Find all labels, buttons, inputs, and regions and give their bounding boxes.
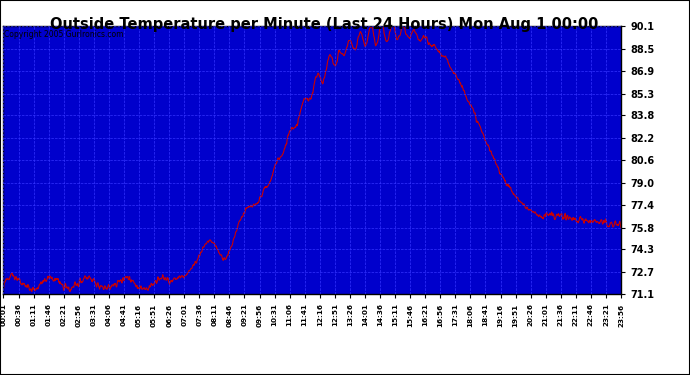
Text: Outside Temperature per Minute (Last 24 Hours) Mon Aug 1 00:00: Outside Temperature per Minute (Last 24 … [50, 17, 598, 32]
Text: Copyright 2005 Gurlronics.com: Copyright 2005 Gurlronics.com [4, 30, 124, 39]
